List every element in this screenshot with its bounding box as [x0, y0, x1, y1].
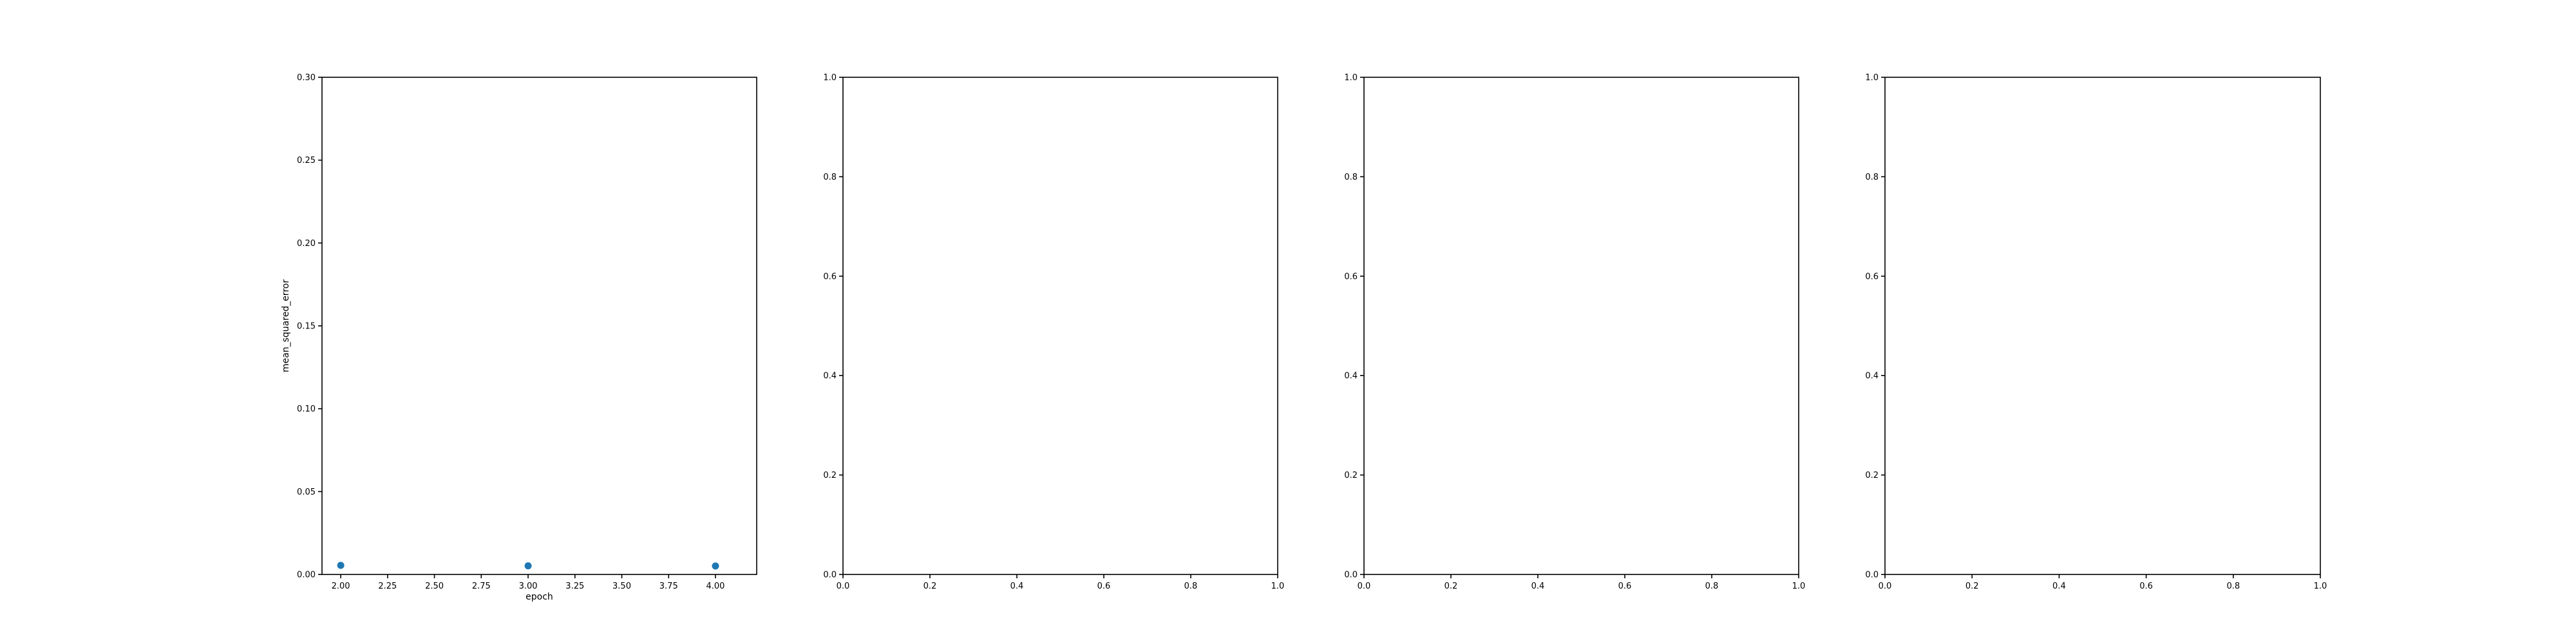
x-tick-label: 2.25 — [378, 582, 397, 591]
data-point — [524, 562, 532, 570]
axes-frame — [842, 77, 1278, 575]
x-tick-label: 1.0 — [1271, 582, 1285, 591]
y-tick-label: 1.0 — [823, 73, 837, 83]
x-tick-label: 0.0 — [1879, 582, 1892, 591]
y-tick-label: 0.10 — [297, 404, 316, 414]
y-tick-label: 0.0 — [1865, 571, 1879, 580]
x-tick-label: 0.6 — [1097, 582, 1111, 591]
y-tick-label: 0.20 — [297, 239, 316, 249]
x-tick-label: 0.0 — [1358, 582, 1371, 591]
y-tick-label: 0.8 — [1344, 173, 1358, 182]
subplot-3: 0.0 0.2 0.4 0.6 0.8 1.0 0.0 0.2 0.4 0.6 0.8 1.0 — [1344, 73, 1805, 592]
x-tick-label: 3.50 — [612, 582, 631, 591]
x-tick-label: 0.8 — [1705, 582, 1719, 591]
y-tick-label: 0.8 — [1865, 173, 1879, 182]
x-axis-label: epoch — [526, 592, 553, 602]
x-tick-label: 0.4 — [1010, 582, 1024, 591]
y-tick-label: 0.0 — [823, 571, 837, 580]
y-tick-label: 0.0 — [1344, 571, 1358, 580]
data-point — [712, 562, 719, 570]
x-tick-label: 2.50 — [425, 582, 444, 591]
data-point — [337, 562, 345, 569]
y-tick-label: 0.4 — [1865, 372, 1879, 381]
x-tick-label: 0.8 — [2226, 582, 2240, 591]
y-tick-label: 0.15 — [297, 322, 316, 332]
y-tick-label: 0.8 — [823, 173, 837, 182]
axes-frame — [321, 77, 757, 575]
y-tick-label: 0.4 — [1344, 372, 1358, 381]
x-tick-label: 3.00 — [519, 582, 538, 591]
x-tick-label: 0.2 — [1965, 582, 1979, 591]
y-tick-label: 0.30 — [297, 73, 316, 83]
y-tick-label: 0.25 — [297, 156, 316, 166]
x-tick-label: 0.6 — [2139, 582, 2153, 591]
y-tick-label: 0.2 — [1865, 471, 1879, 480]
x-tick-label: 2.75 — [472, 582, 491, 591]
y-tick-label: 0.6 — [1865, 272, 1879, 281]
x-tick-label: 1.0 — [2314, 582, 2327, 591]
x-tick-label: 1.0 — [1792, 582, 1806, 591]
y-tick-label: 0.6 — [1344, 272, 1358, 281]
x-tick-label: 3.25 — [565, 582, 584, 591]
x-tick-label: 3.75 — [659, 582, 678, 591]
x-tick-label: 2.00 — [332, 582, 350, 591]
subplot-4: 0.0 0.2 0.4 0.6 0.8 1.0 0.0 0.2 0.4 0.6 0.8 1.0 — [1865, 73, 2327, 592]
y-tick-label: 0.05 — [297, 488, 316, 497]
y-tick-label: 0.00 — [297, 571, 316, 580]
x-tick-label: 0.0 — [837, 582, 850, 591]
y-tick-label: 1.0 — [1865, 73, 1879, 83]
y-axis-label: mean_squared_error — [281, 279, 291, 372]
y-tick-label: 0.6 — [823, 272, 837, 281]
x-tick-label: 0.4 — [2052, 582, 2066, 591]
x-tick-label: 0.4 — [1531, 582, 1545, 591]
y-tick-label: 0.2 — [823, 471, 837, 480]
x-tick-label: 0.2 — [923, 582, 937, 591]
x-tick-label: 0.2 — [1444, 582, 1458, 591]
y-tick-label: 0.4 — [823, 372, 837, 381]
subplot-2: 0.0 0.2 0.4 0.6 0.8 1.0 0.0 0.2 0.4 0.6 0.8 1.0 — [823, 73, 1284, 592]
axes-frame — [1884, 77, 2321, 575]
x-tick-label: 4.00 — [706, 582, 725, 591]
y-tick-label: 1.0 — [1344, 73, 1358, 83]
axes-frame — [1363, 77, 1799, 575]
y-tick-label: 0.2 — [1344, 471, 1358, 480]
subplot-1: 2.00 2.25 2.50 2.75 3.00 3.25 3.50 3.75 4.00 0.00… — [281, 73, 757, 602]
x-tick-label: 0.8 — [1184, 582, 1198, 591]
x-tick-label: 0.6 — [1618, 582, 1632, 591]
